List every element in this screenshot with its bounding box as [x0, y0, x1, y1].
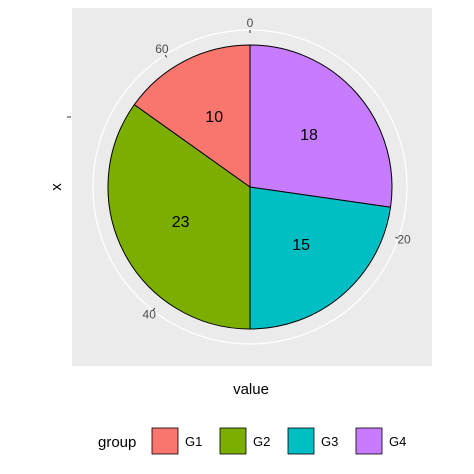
- legend-label-g4: G4: [389, 434, 406, 449]
- legend-key-g1: [151, 427, 179, 455]
- legend: group G1 G2 G3 G4: [98, 427, 406, 455]
- data-label-g3: 15: [292, 237, 310, 254]
- legend-title: group: [98, 434, 136, 451]
- radial-tick-mark-60: [164, 54, 168, 58]
- pie-slice-g2: [107, 103, 251, 330]
- pie-slice-g3: [249, 186, 392, 330]
- legend-label-g3: G3: [321, 434, 338, 449]
- legend-label-g2: G2: [253, 434, 270, 449]
- data-label-g4: 18: [300, 127, 318, 144]
- slices-layer: 18 15 23 10: [107, 44, 393, 330]
- radial-tick-mark-40: [152, 307, 156, 311]
- data-label-g1: 10: [205, 109, 223, 126]
- radial-tick-label-0: 0: [247, 16, 254, 30]
- legend-key-g3: [287, 427, 315, 455]
- radial-tick-label-60: 60: [155, 42, 169, 56]
- x-axis-title: value: [233, 381, 269, 398]
- legend-label-g1: G1: [185, 434, 202, 449]
- legend-key-g2: [219, 427, 247, 455]
- data-label-g2: 23: [172, 214, 190, 231]
- ticks-layer: 0 20 40 60: [143, 16, 411, 321]
- radial-tick-label-20: 20: [397, 232, 411, 246]
- pie-slice-g4: [249, 44, 393, 208]
- radial-tick-mark-20: [395, 236, 399, 239]
- legend-key-g4: [355, 427, 383, 455]
- pie-slice-g1: [133, 44, 251, 188]
- y-axis-title: x: [48, 183, 65, 191]
- radial-tick-label-40: 40: [143, 307, 157, 321]
